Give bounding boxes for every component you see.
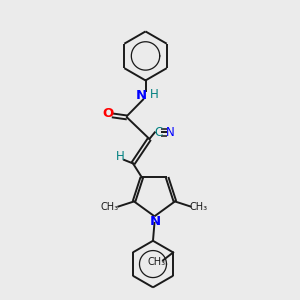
Text: C: C <box>154 126 163 139</box>
Text: CH₃: CH₃ <box>148 256 166 267</box>
Text: N: N <box>136 89 147 103</box>
Text: CH₃: CH₃ <box>190 202 208 212</box>
Text: N: N <box>166 126 175 139</box>
Text: H: H <box>149 88 158 101</box>
Text: N: N <box>149 215 161 228</box>
Text: CH₃: CH₃ <box>101 202 119 212</box>
Text: O: O <box>102 107 113 120</box>
Text: H: H <box>116 150 125 164</box>
